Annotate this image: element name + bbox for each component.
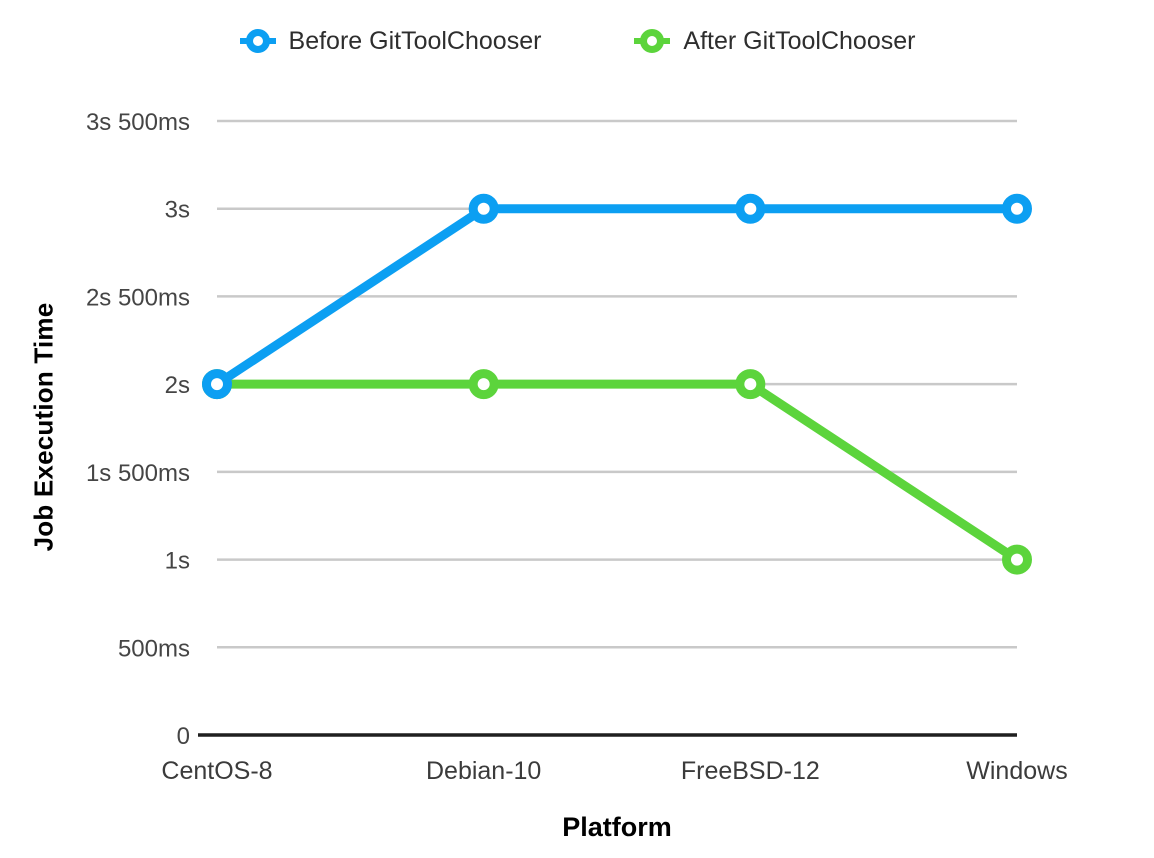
legend-marker-icon	[634, 29, 671, 53]
y-tick-label: 3s 500ms	[86, 109, 190, 136]
x-category-label: Windows	[966, 757, 1067, 785]
series-line-before-gittoolchooser	[214, 204, 1017, 388]
series-line-after-gittoolchooser	[217, 379, 1020, 564]
legend-label: Before GitToolChooser	[288, 26, 542, 55]
data-point-marker-after-gittoolchooser	[1002, 544, 1032, 575]
y-tick-label: 3s	[165, 197, 190, 224]
y-tick-label: 1s 500ms	[86, 460, 190, 487]
x-category-label: CentOS-8	[161, 757, 272, 785]
legend-item-after-gittoolchooser: After GitToolChooser	[633, 26, 915, 56]
data-point-marker-after-gittoolchooser	[735, 369, 766, 400]
y-tick-label: 2s	[165, 372, 190, 399]
legend-marker-ring	[640, 29, 665, 53]
data-point-marker-before-gittoolchooser	[468, 193, 499, 224]
y-tick-label: 1s	[165, 548, 190, 575]
x-category-label: FreeBSD-12	[681, 757, 820, 785]
x-category-label: Debian-10	[426, 757, 541, 785]
y-tick-label: 0	[177, 723, 190, 750]
data-point-marker-before-gittoolchooser	[1002, 193, 1032, 224]
legend-item-before-gittoolchooser: Before GitToolChooser	[239, 26, 542, 56]
legend-label: After GitToolChooser	[683, 26, 916, 55]
y-tick-label: 500ms	[118, 635, 190, 662]
legend-marker-icon	[239, 29, 276, 53]
data-point-marker-after-gittoolchooser	[468, 369, 499, 400]
y-tick-label: 2s 500ms	[86, 284, 190, 311]
data-point-marker-before-gittoolchooser	[202, 369, 232, 400]
data-point-marker-before-gittoolchooser	[735, 193, 766, 224]
legend-marker-ring	[245, 29, 270, 53]
legend: Before GitToolChooser After GitToolChoose…	[0, 26, 1154, 56]
x-axis-title: Platform	[562, 812, 672, 842]
